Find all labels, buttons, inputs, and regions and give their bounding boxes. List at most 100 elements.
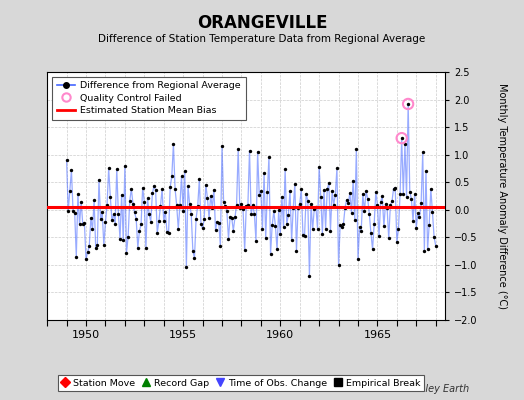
Point	[326, 228, 335, 234]
Point	[386, 202, 395, 208]
Point	[273, 246, 281, 253]
Point	[200, 216, 209, 222]
Point	[153, 230, 161, 236]
Point	[79, 221, 87, 228]
Point	[270, 208, 278, 214]
Point	[187, 211, 195, 218]
Point	[254, 149, 262, 155]
Point	[333, 165, 341, 171]
Point	[113, 166, 121, 172]
Point	[165, 230, 173, 236]
Point	[74, 191, 82, 198]
Point	[315, 163, 323, 170]
Point	[85, 243, 93, 249]
Point	[344, 200, 353, 206]
Point	[250, 211, 258, 218]
Point	[248, 202, 257, 208]
Point	[289, 205, 298, 212]
Point	[351, 216, 359, 223]
Point	[320, 187, 328, 193]
Point	[312, 204, 320, 210]
Y-axis label: Monthly Temperature Anomaly Difference (°C): Monthly Temperature Anomaly Difference (…	[497, 83, 507, 309]
Point	[257, 188, 265, 195]
Point	[213, 218, 221, 225]
Point	[328, 188, 336, 194]
Point	[227, 214, 236, 221]
Point	[158, 186, 166, 193]
Point	[116, 236, 124, 242]
Point	[247, 211, 255, 218]
Point	[144, 195, 152, 202]
Point	[75, 221, 84, 228]
Point	[161, 209, 170, 215]
Point	[184, 183, 192, 190]
Point	[221, 203, 230, 209]
Point	[430, 234, 438, 240]
Point	[192, 216, 200, 222]
Point	[299, 231, 307, 238]
Point	[83, 249, 92, 255]
Point	[244, 201, 252, 208]
Point	[150, 183, 158, 189]
Point	[416, 214, 424, 220]
Point	[172, 202, 181, 208]
Point	[334, 262, 343, 268]
Point	[361, 208, 369, 214]
Point	[410, 191, 419, 198]
Point	[310, 206, 319, 212]
Point	[252, 238, 260, 244]
Point	[336, 222, 344, 228]
Point	[159, 218, 168, 224]
Point	[288, 237, 296, 244]
Point	[211, 227, 220, 233]
Point	[370, 221, 378, 227]
Point	[292, 248, 301, 254]
Point	[101, 219, 110, 226]
Point	[163, 228, 171, 235]
Point	[401, 140, 409, 147]
Point	[189, 248, 197, 254]
Point	[86, 215, 95, 222]
Point	[258, 226, 267, 232]
Point	[420, 248, 429, 254]
Point	[282, 221, 291, 227]
Point	[95, 176, 103, 183]
Point	[275, 207, 283, 214]
Point	[396, 191, 404, 197]
Point	[364, 196, 372, 202]
Point	[422, 168, 430, 174]
Point	[226, 214, 234, 220]
Point	[169, 140, 178, 147]
Point	[82, 256, 90, 262]
Point	[145, 211, 154, 218]
Point	[119, 237, 127, 244]
Point	[355, 224, 364, 231]
Point	[126, 198, 134, 204]
Point	[261, 235, 270, 241]
Point	[132, 216, 140, 222]
Point	[339, 221, 347, 228]
Point	[155, 218, 163, 224]
Point	[80, 220, 89, 226]
Legend: Station Move, Record Gap, Time of Obs. Change, Empirical Break: Station Move, Record Gap, Time of Obs. C…	[58, 375, 424, 391]
Point	[239, 206, 247, 212]
Point	[241, 247, 249, 254]
Point	[166, 184, 174, 190]
Point	[236, 205, 244, 211]
Point	[294, 204, 302, 211]
Point	[134, 245, 142, 251]
Point	[380, 223, 388, 230]
Point	[168, 173, 176, 179]
Point	[373, 202, 381, 208]
Point	[92, 245, 100, 252]
Point	[265, 154, 273, 160]
Point	[389, 185, 398, 192]
Point	[321, 225, 330, 232]
Point	[216, 243, 225, 249]
Point	[331, 191, 340, 198]
Point	[279, 224, 288, 230]
Point	[127, 186, 136, 192]
Point	[135, 228, 144, 234]
Point	[357, 228, 365, 234]
Point	[300, 233, 309, 239]
